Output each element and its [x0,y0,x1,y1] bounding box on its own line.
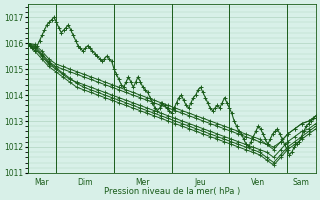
X-axis label: Pression niveau de la mer( hPa ): Pression niveau de la mer( hPa ) [104,187,240,196]
Text: Dim: Dim [77,178,93,187]
Text: Sam: Sam [293,178,310,187]
Text: Jeu: Jeu [195,178,206,187]
Text: Mer: Mer [136,178,150,187]
Text: Ven: Ven [251,178,265,187]
Text: Mar: Mar [35,178,49,187]
